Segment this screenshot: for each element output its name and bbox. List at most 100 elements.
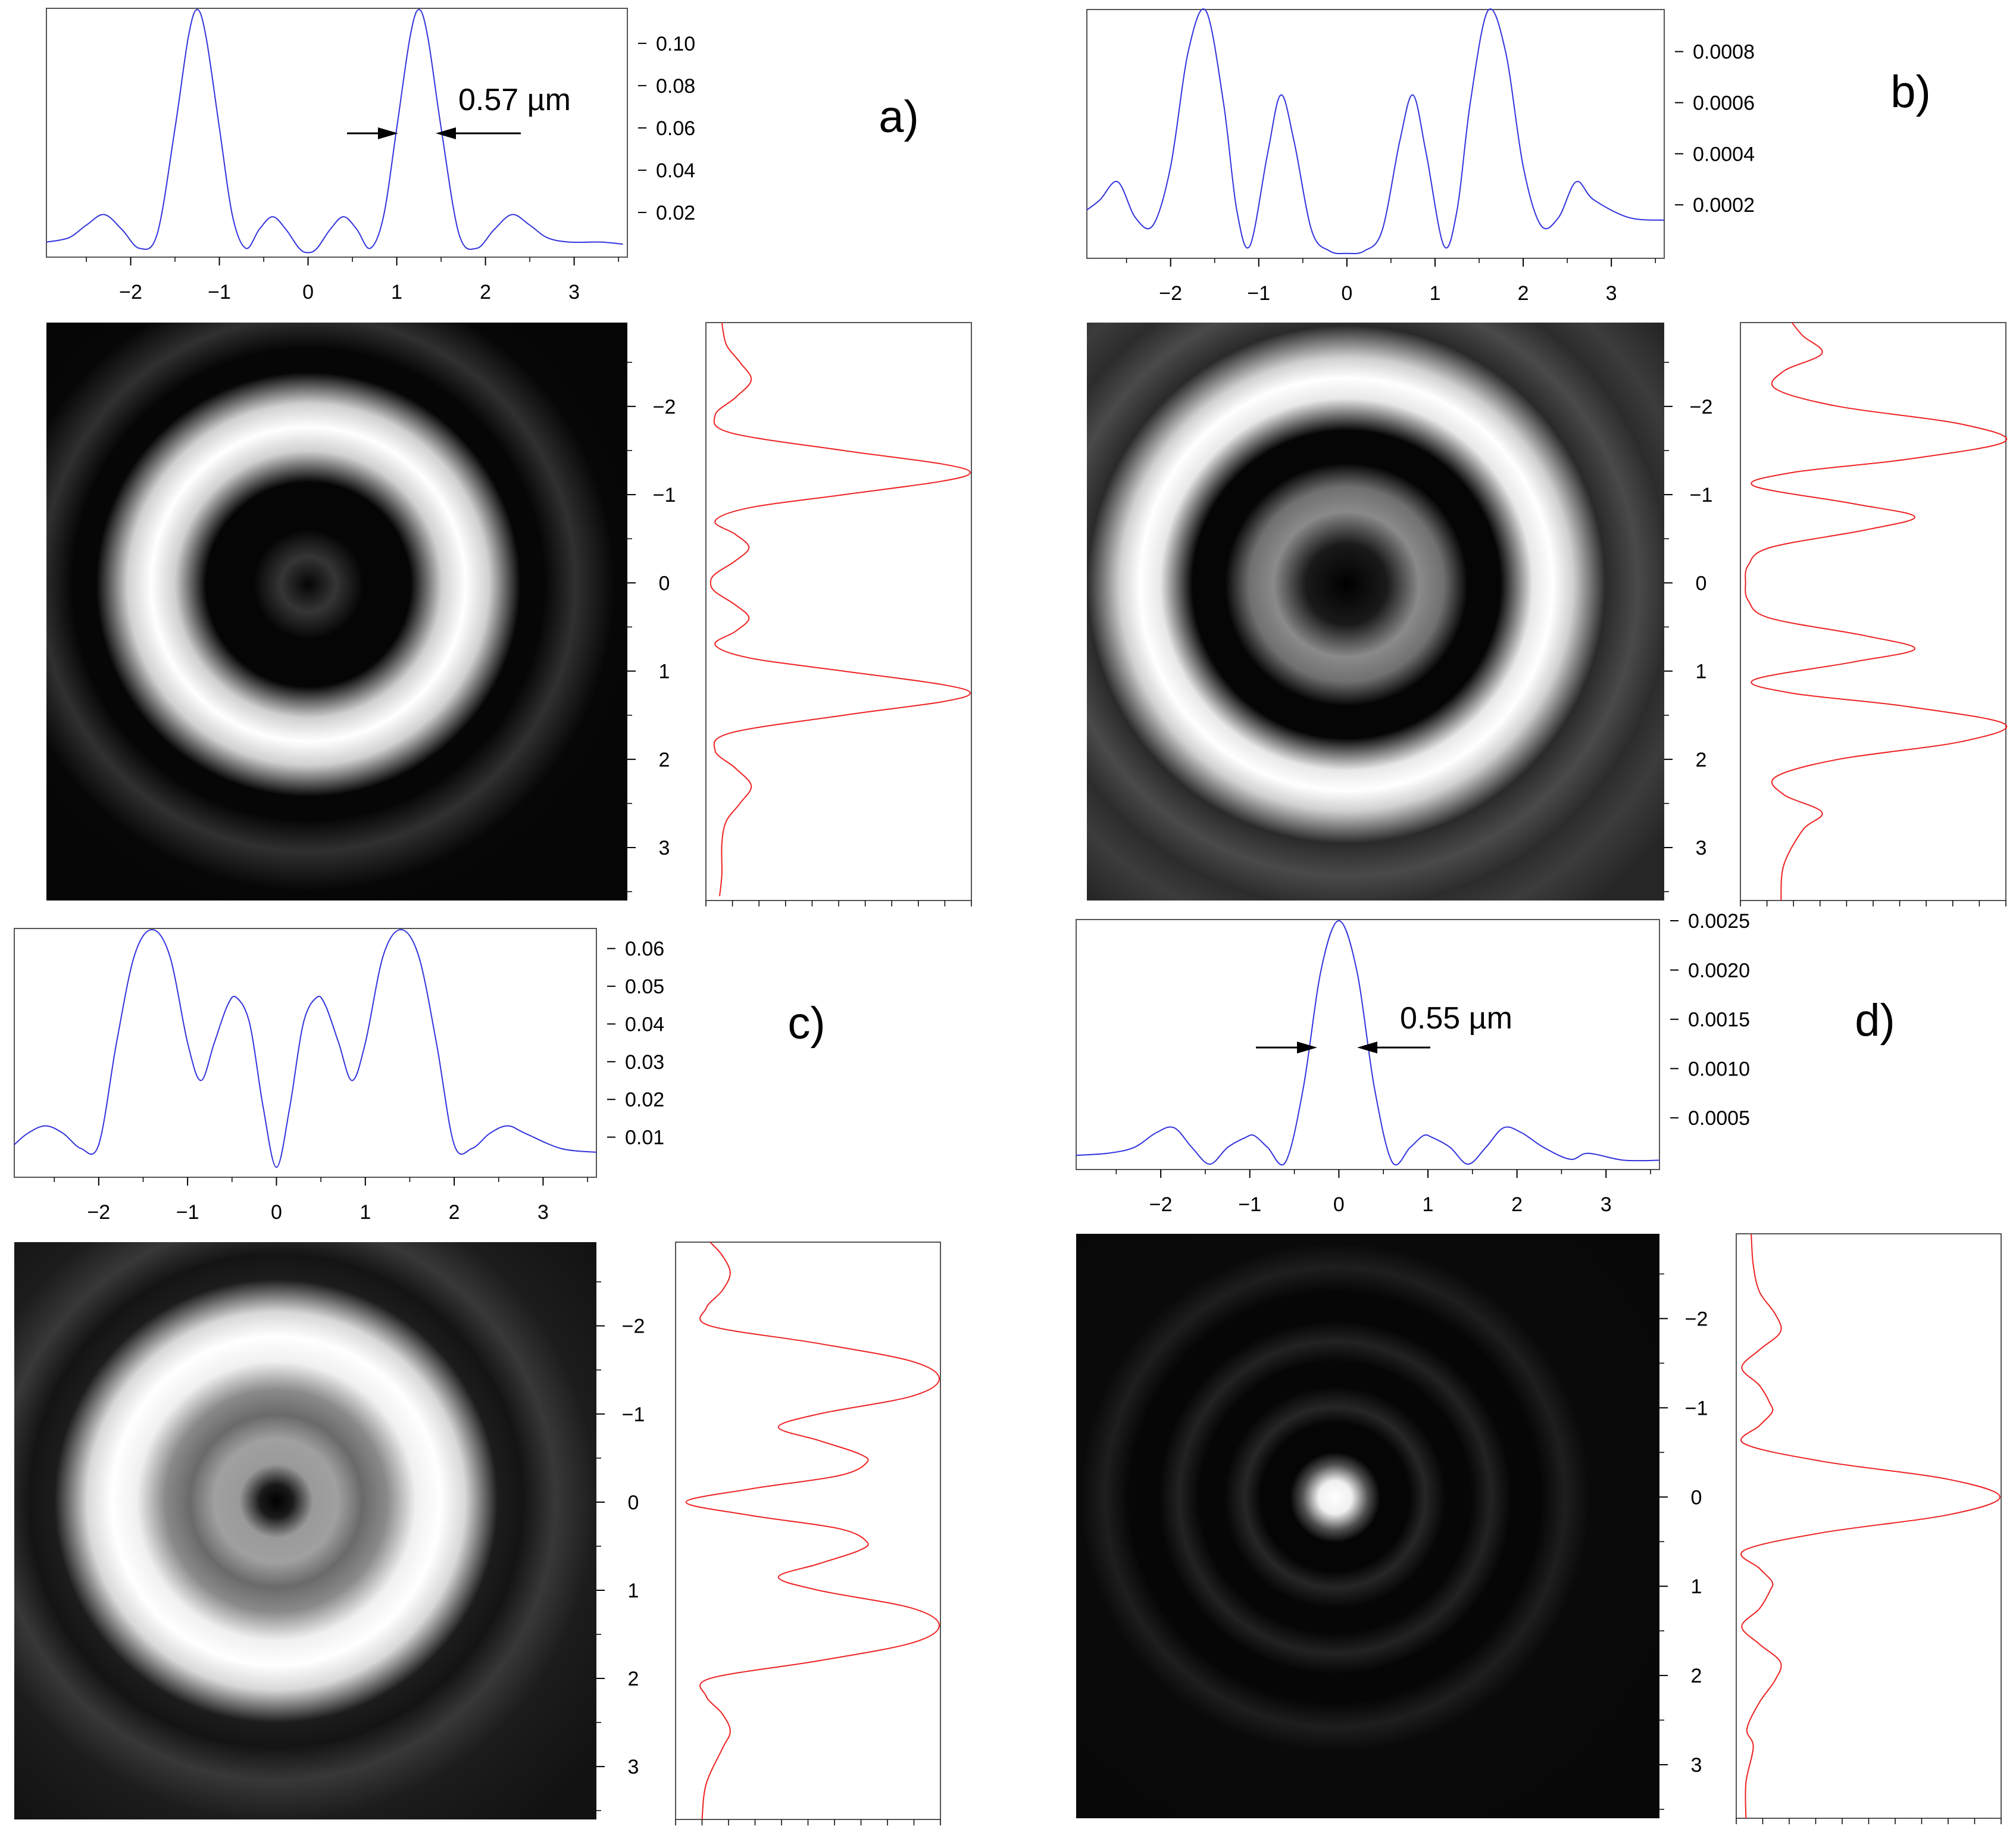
y-tick-label: 1 — [659, 661, 670, 683]
x-tick-label: 2 — [1518, 282, 1529, 305]
y-tick-label: −2 — [1685, 1308, 1708, 1330]
panel-c: −2 −1 0 1 2 3 0.01 0.02 0.03 0.04 0.05 0.06 −2 −1 0 1 2 3… — [14, 928, 941, 1825]
fwhm-arrow-right-head — [436, 127, 456, 139]
x-tick-label: −2 — [87, 1201, 110, 1224]
x-profile-frame — [14, 928, 597, 1178]
y-tick-label: 3 — [628, 1756, 639, 1778]
x-tick-label: 1 — [1430, 282, 1441, 305]
value-tick-label: 0.0002 — [1693, 194, 1755, 217]
x-tick-label: −1 — [1247, 282, 1270, 305]
fwhm-arrow-left-head — [1297, 1042, 1317, 1053]
x-profile-line — [14, 928, 597, 1168]
x-tick-label: −2 — [119, 281, 142, 304]
y-tick-label: −1 — [653, 484, 676, 506]
y-tick-label: 0 — [1696, 572, 1707, 595]
panel-label-d: d) — [1855, 995, 1895, 1046]
x-tick-label: 0 — [1333, 1193, 1345, 1216]
y-profile-frame — [705, 322, 972, 901]
x-tick-label: 3 — [537, 1201, 549, 1224]
y-tick-label: 2 — [1696, 749, 1707, 771]
fwhm-annotation: 0.57 µm — [458, 83, 571, 117]
x-tick-label: 0 — [271, 1201, 282, 1224]
x-profile-frame — [1086, 9, 1665, 259]
value-tick-label: 0.04 — [625, 1013, 664, 1036]
y-tick-label: 3 — [659, 837, 670, 859]
y-profile-line — [709, 322, 971, 896]
x-tick-label: 2 — [1511, 1193, 1523, 1216]
value-tick-label: 0.03 — [625, 1051, 664, 1074]
value-tick-label: 0.0025 — [1688, 910, 1750, 933]
x-tick-label: 3 — [1606, 282, 1617, 305]
value-tick-label: 0.10 — [656, 33, 695, 55]
x-tick-label: −1 — [208, 281, 231, 304]
x-tick-label: 1 — [360, 1201, 371, 1224]
value-tick-label: 0.0015 — [1688, 1009, 1750, 1031]
y-tick-label: −2 — [1690, 396, 1713, 418]
x-tick-label: 3 — [568, 281, 580, 304]
x-profile-frame — [46, 8, 628, 258]
y-profile-line — [1740, 1233, 2001, 1819]
value-tick-label: 0.02 — [656, 202, 695, 224]
y-profile-frame — [1740, 322, 2006, 901]
y-profile-line — [1745, 322, 2007, 901]
panel-b: −2 −1 0 1 2 3 0.0002 0.0004 0.0006 0.0008 −2 −1 0 1 2 3… — [1086, 8, 2007, 906]
y-tick-label: 2 — [628, 1668, 639, 1690]
y-profile-frame — [675, 1242, 941, 1820]
x-tick-label: 2 — [449, 1201, 460, 1224]
x-tick-label: −1 — [176, 1201, 199, 1224]
value-tick-label: 0.04 — [656, 160, 695, 182]
y-tick-label: 0 — [659, 572, 670, 595]
y-profile-line — [685, 1242, 940, 1820]
panel-a: −2 −1 0 1 2 3 0.02 0.04 0.06 0.08 0.10 −2 −1 0 1 2 3 a) 0.… — [46, 8, 972, 906]
y-tick-label: 3 — [1691, 1754, 1702, 1777]
y-tick-label: 2 — [659, 749, 670, 771]
y-tick-label: 0 — [1691, 1486, 1702, 1509]
value-tick-label: 0.0005 — [1688, 1107, 1750, 1130]
x-profile-line — [1076, 920, 1660, 1166]
value-tick-label: 0.0020 — [1688, 959, 1750, 982]
x-tick-label: 3 — [1601, 1193, 1612, 1216]
y-tick-label: 1 — [628, 1580, 639, 1602]
y-tick-label: 3 — [1696, 837, 1707, 859]
value-tick-label: 0.08 — [656, 75, 695, 98]
intensity-image — [1076, 1234, 1659, 1818]
value-tick-label: 0.06 — [656, 117, 695, 140]
x-tick-label: 1 — [1423, 1193, 1434, 1216]
intensity-image — [1087, 323, 1664, 901]
y-tick-label: 1 — [1696, 661, 1707, 683]
y-tick-label: −2 — [653, 396, 676, 418]
value-tick-label: 0.06 — [625, 938, 664, 961]
y-tick-label: 2 — [1691, 1665, 1702, 1687]
x-tick-label: 0 — [302, 281, 314, 304]
y-tick-label: −1 — [1685, 1397, 1708, 1419]
x-profile-line — [1086, 8, 1665, 255]
x-tick-label: −2 — [1159, 282, 1182, 305]
fwhm-arrow-right-head — [1357, 1042, 1377, 1053]
panel-label-a: a) — [879, 92, 919, 142]
x-profile-line — [46, 8, 623, 254]
panel-label-c: c) — [787, 998, 825, 1049]
x-tick-label: −2 — [1149, 1193, 1173, 1216]
value-tick-label: 0.0008 — [1693, 41, 1755, 64]
intensity-image — [14, 1242, 596, 1819]
panel-label-b: b) — [1890, 67, 1931, 117]
y-tick-label: 1 — [1691, 1575, 1702, 1598]
value-tick-label: 0.0010 — [1688, 1058, 1750, 1080]
value-tick-label: 0.0006 — [1693, 92, 1755, 115]
x-tick-label: 1 — [391, 281, 402, 304]
x-tick-label: −1 — [1238, 1193, 1261, 1216]
value-tick-label: 0.01 — [625, 1127, 664, 1149]
fwhm-annotation: 0.55 µm — [1400, 1001, 1512, 1036]
x-profile-frame — [1076, 919, 1660, 1170]
value-tick-label: 0.02 — [625, 1089, 664, 1111]
value-tick-label: 0.0004 — [1693, 143, 1755, 165]
y-tick-label: 0 — [628, 1492, 639, 1514]
y-tick-label: −2 — [622, 1315, 645, 1338]
panel-d: −2 −1 0 1 2 3 0.0005 0.0010 0.0015 0.0020 0.0025 −2… — [1076, 910, 2002, 1824]
intensity-image — [46, 323, 627, 901]
y-tick-label: −1 — [1690, 484, 1713, 506]
x-tick-label: 2 — [480, 281, 491, 304]
x-tick-label: 0 — [1341, 282, 1352, 305]
fwhm-arrow-left-head — [378, 127, 398, 139]
